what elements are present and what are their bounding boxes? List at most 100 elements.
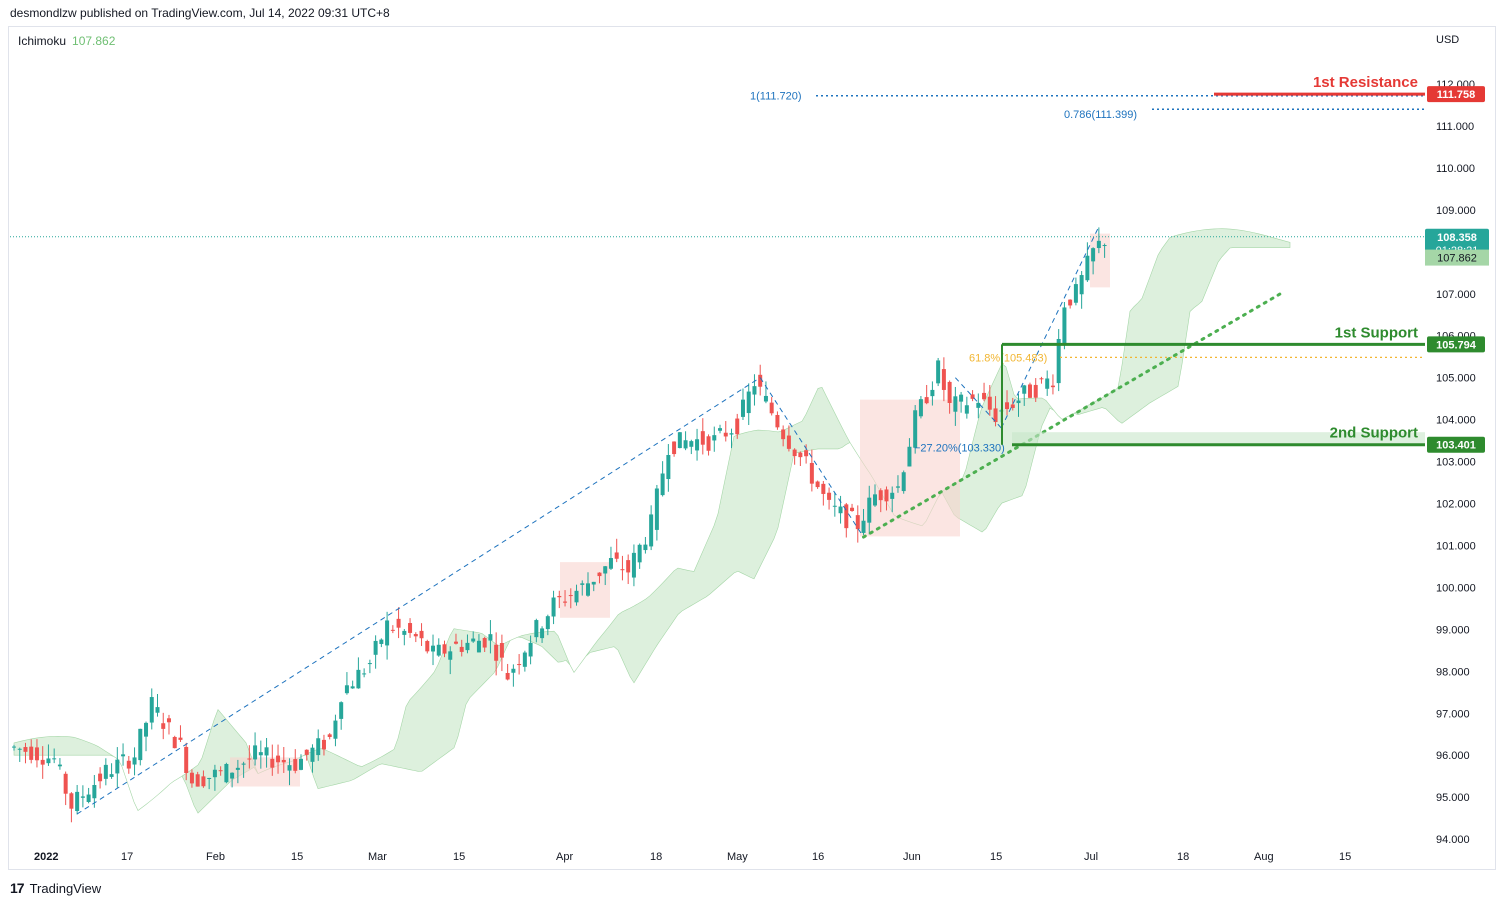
candle-body xyxy=(494,644,499,661)
candle-body xyxy=(155,707,160,713)
candle-body xyxy=(109,774,114,777)
candle-body xyxy=(144,722,149,737)
fib-label: −27.20%(103.330) xyxy=(914,443,1005,455)
support-zone xyxy=(1012,432,1425,445)
candle-body xyxy=(586,583,590,596)
candle-body xyxy=(758,374,763,387)
candle-body xyxy=(580,583,585,585)
indicator-legend[interactable]: Ichimoku 107.862 xyxy=(18,34,115,48)
x-tick-label: 18 xyxy=(650,851,662,863)
candle-body xyxy=(614,552,619,559)
y-tick-label: 99.000 xyxy=(1436,624,1470,636)
candle-body xyxy=(52,758,57,760)
publisher-line: desmondlzw published on TradingView.com,… xyxy=(10,6,390,20)
candle-body xyxy=(511,668,516,673)
candle-body xyxy=(982,392,987,400)
candle-body xyxy=(75,791,80,812)
candle-body xyxy=(752,386,757,395)
candle-body xyxy=(436,644,441,656)
y-tick-label: 102.000 xyxy=(1436,499,1476,511)
candle-body xyxy=(115,759,120,774)
candle-body xyxy=(201,776,206,787)
candle-body xyxy=(631,552,636,578)
candle-body xyxy=(23,747,28,752)
ascending-trendline xyxy=(862,290,1286,539)
candle-body xyxy=(402,630,407,635)
candle-body xyxy=(258,752,263,756)
footer-brand: TradingView xyxy=(29,880,102,896)
candle-body xyxy=(557,595,562,598)
candle-body xyxy=(689,441,694,447)
price-tag xyxy=(1427,436,1485,453)
candle-body xyxy=(1045,378,1050,389)
price-tag-label: 105.794 xyxy=(1436,339,1477,351)
candle-body xyxy=(987,396,992,410)
candle-body xyxy=(1085,255,1090,281)
candle-body xyxy=(465,642,470,651)
candle-body xyxy=(373,640,378,655)
price-tag xyxy=(1427,336,1485,353)
candle-body xyxy=(786,435,791,449)
candle-body xyxy=(224,763,229,783)
x-tick-label: 15 xyxy=(1339,851,1351,863)
candle-body xyxy=(850,507,855,511)
x-tick-label: 18 xyxy=(1177,851,1189,863)
tradingview-logo-icon: 17 xyxy=(10,880,25,896)
candle-body xyxy=(964,405,969,414)
level-name: 1st Resistance xyxy=(1313,74,1418,91)
candle-body xyxy=(740,399,745,417)
candle-body xyxy=(57,764,62,767)
y-tick-label: 95.000 xyxy=(1436,792,1470,804)
candle-body xyxy=(413,634,418,637)
candle-body xyxy=(649,514,654,547)
y-tick-label: 103.000 xyxy=(1436,457,1476,469)
candle-body xyxy=(172,736,177,749)
candle-body xyxy=(913,410,918,448)
candle-body xyxy=(522,652,527,667)
candle-body xyxy=(695,439,700,451)
candle-body xyxy=(1091,248,1096,262)
candle-body xyxy=(591,581,596,585)
candle-body xyxy=(907,446,912,467)
candle-body xyxy=(763,395,768,402)
candle-body xyxy=(459,646,464,652)
candle-body xyxy=(408,623,413,633)
candle-body xyxy=(356,669,361,689)
candle-body xyxy=(890,492,895,499)
candle-body xyxy=(775,414,780,428)
candle-body xyxy=(930,389,935,397)
candle-body xyxy=(362,673,367,675)
candle-body xyxy=(700,431,705,445)
y-tick-label: 100.000 xyxy=(1436,582,1476,594)
candle-body xyxy=(706,436,711,451)
candle-body xyxy=(637,544,642,563)
candle-body xyxy=(947,381,952,403)
candle-body xyxy=(804,450,809,457)
candle-body xyxy=(385,620,390,646)
candle-body xyxy=(235,767,240,770)
candle-body xyxy=(488,634,493,641)
candle-body xyxy=(270,758,275,768)
y-tick-label: 98.000 xyxy=(1436,666,1470,678)
candle-body xyxy=(798,452,803,458)
candle-body xyxy=(339,702,344,719)
y-tick-label: 110.000 xyxy=(1436,163,1475,175)
candle-body xyxy=(29,746,34,760)
candle-body xyxy=(769,402,774,414)
candle-body xyxy=(471,638,476,642)
cloud-bear-patch xyxy=(230,757,300,787)
candle-body xyxy=(643,544,648,551)
candle-body xyxy=(431,645,436,652)
candle-body xyxy=(327,734,332,737)
candle-body xyxy=(1039,378,1044,380)
candle-body xyxy=(861,520,866,533)
y-tick-label: 111.000 xyxy=(1436,121,1474,133)
candle-body xyxy=(815,481,820,488)
candle-body xyxy=(299,758,303,770)
candle-body xyxy=(12,746,16,748)
candle-body xyxy=(476,640,481,653)
candle-body xyxy=(620,569,625,571)
candle-body xyxy=(672,441,677,455)
candle-body xyxy=(241,763,246,765)
